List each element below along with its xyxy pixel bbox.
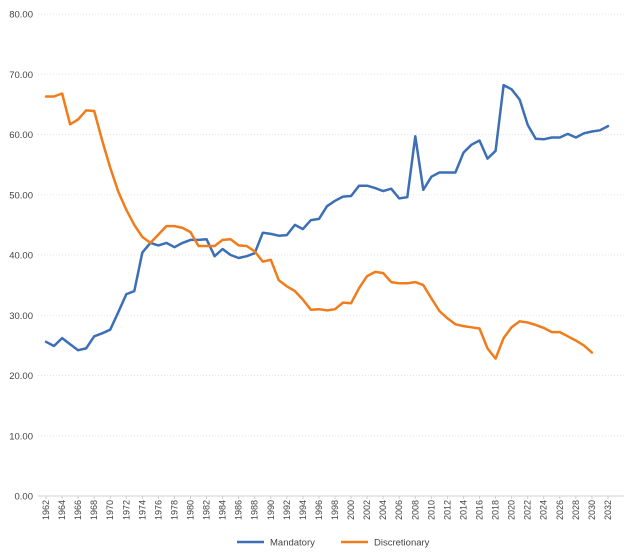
x-tick-label: 2032 [603, 500, 613, 520]
y-tick-label: 70.00 [9, 70, 33, 81]
y-tick-label: 80.00 [9, 10, 33, 21]
x-tick-label: 1966 [73, 500, 83, 520]
x-tick-label: 1992 [282, 500, 292, 520]
x-tick-label: 2018 [491, 500, 501, 520]
x-tick-label: 1996 [314, 500, 324, 520]
x-tick-label: 1998 [330, 500, 340, 520]
x-tick-label: 2022 [523, 500, 533, 520]
y-tick-label: 10.00 [9, 431, 33, 442]
x-tick-label: 1974 [137, 500, 147, 520]
x-tick-label: 1986 [234, 500, 244, 520]
x-tick-label: 2028 [571, 500, 581, 520]
x-tick-label: 1994 [298, 500, 308, 520]
y-axis: 0.00 10.00 20.00 30.00 40.00 50.00 60.00 70.00 8… [9, 10, 33, 503]
x-tick-label: 1984 [218, 500, 228, 520]
x-tick-label: 2020 [507, 500, 517, 520]
gridlines [38, 13, 624, 437]
x-tick-label: 1972 [121, 500, 131, 520]
x-tick-label: 1970 [105, 500, 115, 520]
y-tick-label: 50.00 [9, 190, 33, 201]
y-tick-label: 40.00 [9, 251, 33, 262]
series-line-mandatory [44, 83, 610, 352]
series-line-discretionary [44, 92, 594, 360]
x-tick-label: 1982 [202, 500, 212, 520]
x-axis: 1962 1964 1966 1968 1970 1972 1974 1976 1978 1980… [41, 496, 613, 520]
x-tick-label: 2010 [426, 500, 436, 520]
x-tick-label: 1980 [186, 500, 196, 520]
y-tick-label: 0.00 [15, 492, 34, 503]
x-tick-label: 2008 [410, 500, 420, 520]
x-tick-label: 2012 [442, 500, 452, 520]
x-tick-label: 1988 [250, 500, 260, 520]
x-tick-label: 1962 [41, 500, 51, 520]
x-tick-label: 1964 [57, 500, 67, 520]
x-tick-label: 2016 [475, 500, 485, 520]
x-tick-label: 2026 [555, 500, 565, 520]
x-tick-label: 2030 [587, 500, 597, 520]
x-tick-label: 2000 [346, 500, 356, 520]
x-tick-label: 1978 [169, 500, 179, 520]
y-tick-label: 60.00 [9, 130, 33, 141]
x-tick-label: 1990 [266, 500, 276, 520]
y-tick-label: 20.00 [9, 371, 33, 382]
x-tick-label: 1976 [153, 500, 163, 520]
x-tick-label: 2014 [458, 500, 468, 520]
x-tick-label: 2002 [362, 500, 372, 520]
legend: Mandatory Discretionary [237, 538, 430, 549]
legend-discretionary-label: Discretionary [374, 538, 430, 549]
legend-mandatory-label: Mandatory [270, 538, 315, 549]
x-tick-label: 2024 [539, 500, 549, 520]
y-tick-label: 30.00 [9, 311, 33, 322]
x-tick-label: 2004 [378, 500, 388, 520]
x-tick-label: 2006 [394, 500, 404, 520]
series-lines [44, 83, 610, 360]
x-tick-label: 1968 [89, 500, 99, 520]
